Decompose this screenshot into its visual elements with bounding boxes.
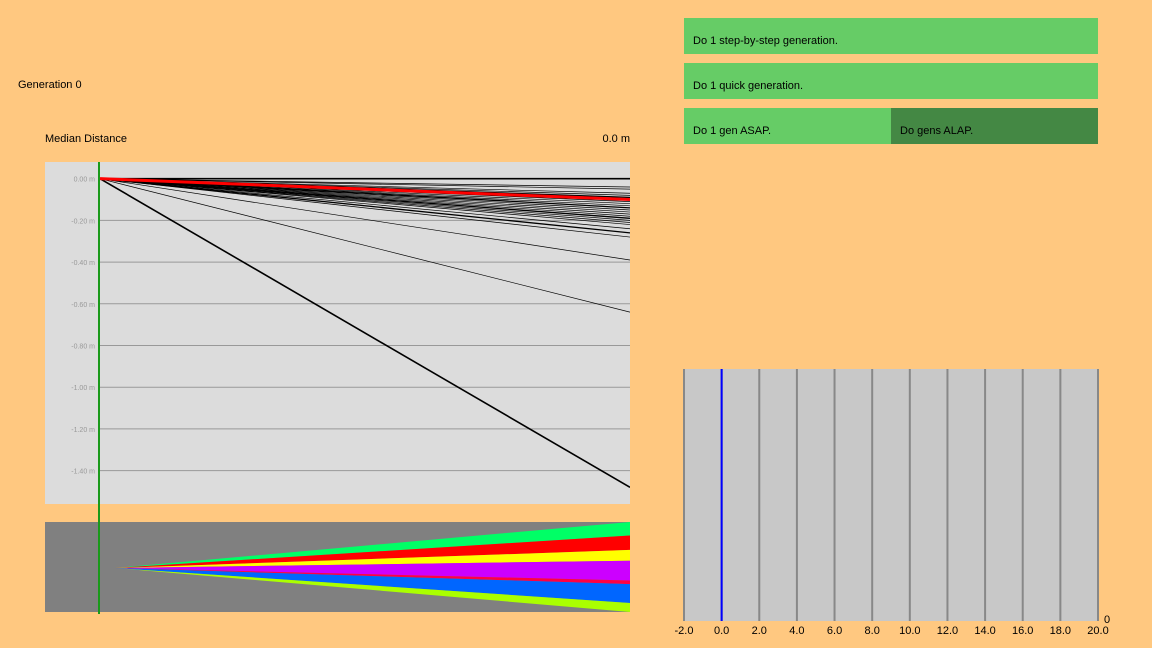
histogram: -2.0 0.0 2.0 4.0 6.0 8.0 10.0 12.0 14.0 16.0 18.0 2… <box>675 369 1111 637</box>
species-bands <box>115 522 630 612</box>
gens-alap-button[interactable]: Do gens ALAP. <box>891 108 1098 144</box>
graph-tick-label: -0.40 m <box>71 260 95 267</box>
species-band <box>115 522 630 568</box>
quick-generation-button[interactable]: Do 1 quick generation. <box>684 63 1098 99</box>
percentile-line <box>99 178 630 313</box>
graph-tick-labels: 0.00 m -0.20 m -0.40 m -0.60 m -0.80 m -1.00 … <box>71 177 95 476</box>
histogram-x-tick-label: -2.0 <box>675 625 694 637</box>
percentile-line <box>99 178 630 238</box>
percentile-graph: 0.00 m -0.20 m -0.40 m -0.60 m -0.80 m -1.00 … <box>45 162 630 504</box>
graph-tick-label: -0.20 m <box>71 218 95 225</box>
species-band <box>115 535 630 568</box>
histogram-x-tick-label: 2.0 <box>752 625 767 637</box>
species-band <box>115 568 630 612</box>
generation-label: Generation 0 <box>18 79 82 91</box>
species-band <box>115 560 630 581</box>
histogram-x-tick-label: 12.0 <box>937 625 958 637</box>
step-by-step-generation-button[interactable]: Do 1 step-by-step generation. <box>684 18 1098 54</box>
histogram-background <box>684 369 1098 621</box>
median-distance-value: 0.0 m <box>602 133 630 145</box>
graph-tick-label: -1.40 m <box>71 469 95 476</box>
histogram-x-tick-label: 16.0 <box>1012 625 1033 637</box>
histogram-x-tick-label: 10.0 <box>899 625 920 637</box>
median-distance-label: Median Distance <box>45 133 127 145</box>
percentile-line <box>99 177 630 489</box>
gen-asap-button[interactable]: Do 1 gen ASAP. <box>684 108 891 144</box>
graph-background <box>45 162 630 504</box>
graph-tick-label: -0.60 m <box>71 302 95 309</box>
median-line <box>99 177 630 202</box>
percentile-line <box>99 178 630 190</box>
generation-marker-line <box>98 162 100 614</box>
histogram-x-tick-label: 20.0 <box>1087 625 1108 637</box>
histogram-x-tick-label: 6.0 <box>827 625 842 637</box>
generation-marker <box>98 162 100 614</box>
histogram-x-tick-label: 4.0 <box>789 625 804 637</box>
graph-tick-label: -1.20 m <box>71 427 95 434</box>
histogram-x-tick-label: 8.0 <box>865 625 880 637</box>
histogram-x-tick-label: 18.0 <box>1050 625 1071 637</box>
histogram-y-tick-label: 0 <box>1104 614 1110 626</box>
percentile-line <box>99 178 630 261</box>
histogram-tick-labels: -2.0 0.0 2.0 4.0 6.0 8.0 10.0 12.0 14.0 16.0 18.0 2… <box>675 614 1111 637</box>
graph-tick-label: 0.00 m <box>74 177 96 184</box>
percentile-line <box>99 178 630 234</box>
graph-tick-label: -1.00 m <box>71 385 95 392</box>
histogram-x-tick-label: 14.0 <box>974 625 995 637</box>
species-graph <box>45 522 630 612</box>
graph-tick-label: -0.80 m <box>71 344 95 351</box>
histogram-gridlines <box>683 369 1099 621</box>
percentile-line <box>99 178 630 225</box>
percentile-lines <box>99 177 630 489</box>
percentile-line <box>99 178 630 230</box>
histogram-x-tick-label: 0.0 <box>714 625 729 637</box>
